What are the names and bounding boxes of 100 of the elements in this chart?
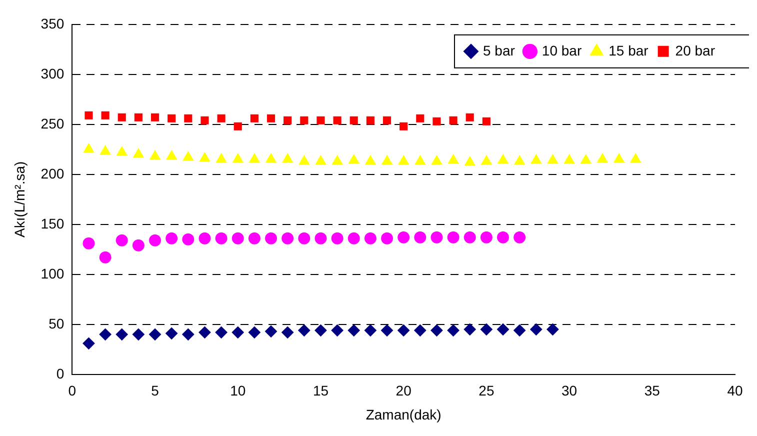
x-tick-label: 15: [312, 382, 329, 399]
point: [381, 232, 394, 244]
point: [118, 113, 126, 122]
point: [132, 328, 144, 340]
x-tick-label: 10: [230, 382, 246, 399]
point: [149, 328, 162, 340]
point: [464, 156, 476, 166]
point: [514, 231, 526, 244]
point: [364, 232, 376, 244]
point: [398, 155, 409, 165]
point: [198, 232, 211, 244]
point: [266, 153, 276, 163]
legend-label: 20 bar: [675, 42, 716, 58]
point: [398, 231, 410, 244]
point: [447, 231, 460, 244]
point: [215, 326, 228, 338]
point: [530, 323, 542, 336]
point: [449, 116, 458, 124]
point: [364, 324, 376, 336]
point: [316, 116, 325, 124]
point: [82, 237, 95, 250]
point: [514, 155, 525, 165]
point: [333, 116, 342, 124]
point: [348, 154, 360, 164]
point: [597, 153, 608, 163]
y-tick-label: 300: [40, 65, 64, 82]
point: [184, 114, 192, 122]
point: [284, 116, 292, 124]
point: [300, 116, 308, 124]
point: [282, 153, 293, 163]
point: [448, 154, 459, 164]
legend-label: 15 bar: [608, 42, 649, 58]
point: [431, 155, 442, 165]
point: [315, 155, 326, 165]
point: [366, 116, 374, 124]
point: [416, 114, 424, 122]
point: [514, 324, 526, 336]
y-tick-label: 150: [40, 215, 64, 232]
point: [182, 233, 194, 246]
x-axis-title: Zaman(dak): [366, 406, 442, 422]
point: [381, 324, 394, 336]
point: [166, 232, 178, 244]
point: [116, 146, 128, 156]
point: [382, 116, 392, 124]
point: [199, 152, 210, 162]
point: [530, 154, 542, 164]
point: [149, 234, 162, 246]
point: [331, 232, 344, 244]
point: [217, 114, 226, 122]
point: [182, 328, 194, 340]
point: [166, 327, 178, 340]
point: [99, 328, 112, 340]
legend-label: 5 bar: [483, 42, 516, 58]
point: [498, 154, 508, 164]
x-tick-label: 35: [644, 382, 660, 399]
point: [182, 151, 194, 161]
y-tick-label: 200: [40, 165, 64, 182]
point: [464, 323, 476, 336]
point: [481, 155, 492, 165]
point: [282, 326, 294, 338]
point: [497, 231, 510, 244]
point: [298, 232, 310, 244]
point: [547, 154, 558, 164]
point: [614, 153, 624, 163]
point: [630, 153, 641, 163]
point: [200, 116, 209, 124]
point: [266, 114, 276, 122]
point: [248, 232, 260, 244]
point: [84, 111, 93, 120]
point: [414, 231, 426, 244]
point: [414, 324, 426, 336]
point: [101, 111, 110, 120]
point: [150, 113, 160, 122]
point: [382, 155, 392, 165]
y-tick-label: 250: [40, 115, 64, 132]
point: [298, 324, 310, 336]
point: [314, 324, 327, 336]
point: [546, 323, 559, 336]
point: [365, 155, 376, 165]
point: [298, 155, 310, 165]
x-tick-label: 20: [396, 382, 412, 399]
point: [248, 326, 260, 338]
point: [580, 154, 592, 164]
point: [168, 114, 176, 122]
y-axis-title: Akı(L/m².sa): [11, 161, 28, 238]
point: [332, 155, 343, 165]
point: [398, 324, 410, 336]
point: [400, 122, 408, 130]
point: [99, 251, 112, 264]
y-tick-label: 350: [40, 15, 64, 32]
point: [314, 232, 327, 244]
point: [282, 232, 294, 244]
point: [132, 239, 144, 252]
point: [497, 323, 510, 336]
point: [150, 150, 160, 160]
point: [414, 155, 426, 165]
point: [482, 117, 490, 126]
y-tick-label: 100: [40, 265, 64, 282]
point: [430, 231, 443, 244]
point: [265, 232, 278, 244]
